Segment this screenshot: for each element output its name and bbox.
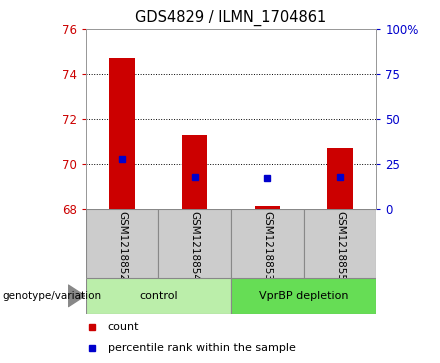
Bar <box>158 209 231 278</box>
Title: GDS4829 / ILMN_1704861: GDS4829 / ILMN_1704861 <box>136 10 326 26</box>
Bar <box>327 148 352 209</box>
Bar <box>86 209 158 278</box>
Text: GSM1218854: GSM1218854 <box>190 211 200 281</box>
Text: control: control <box>139 291 178 301</box>
Text: GSM1218852: GSM1218852 <box>117 211 127 281</box>
Bar <box>182 135 207 209</box>
Bar <box>231 209 304 278</box>
Bar <box>86 278 231 314</box>
Bar <box>255 206 280 209</box>
Text: genotype/variation: genotype/variation <box>2 291 101 301</box>
Bar <box>231 278 376 314</box>
Polygon shape <box>68 285 85 307</box>
Bar <box>304 209 376 278</box>
Text: VprBP depletion: VprBP depletion <box>259 291 348 301</box>
Text: percentile rank within the sample: percentile rank within the sample <box>108 343 296 353</box>
Text: GSM1218853: GSM1218853 <box>262 211 272 281</box>
Bar <box>110 58 135 209</box>
Text: GSM1218855: GSM1218855 <box>335 211 345 281</box>
Text: count: count <box>108 322 139 332</box>
